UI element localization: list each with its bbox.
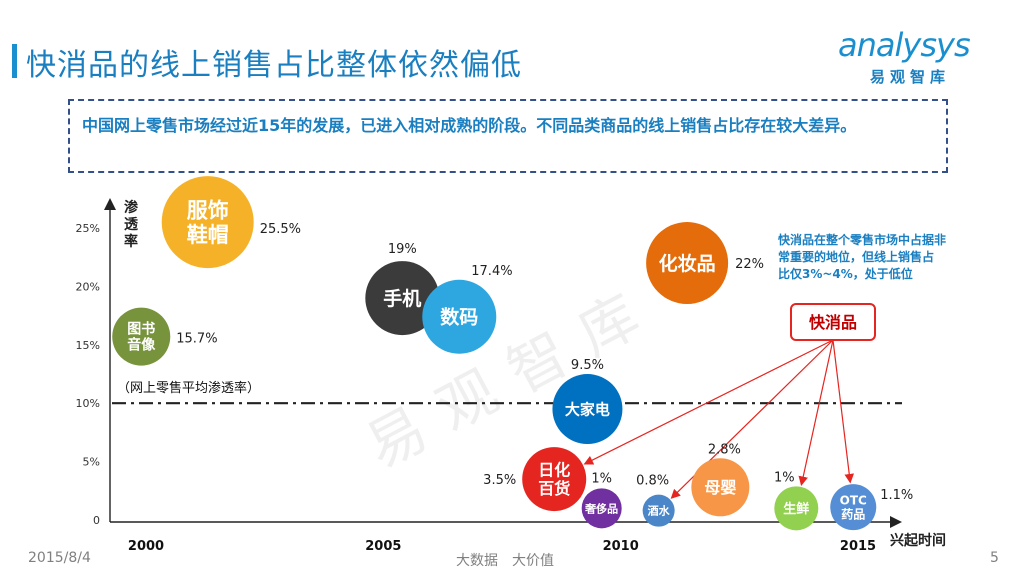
bubble-value-label: 3.5% [483, 473, 516, 488]
fmcg-arrow-OTC药品 [832, 339, 855, 484]
bubble-name: 大家电 [565, 400, 610, 418]
bubble-value-label: 1% [774, 470, 795, 485]
bubble-name: OTC [840, 494, 867, 508]
bubble-name: 酒水 [648, 504, 671, 518]
summary-box: 中国网上零售市场经过近15年的发展，已进入相对成熟的阶段。不同品类商品的线上销售… [68, 99, 948, 173]
bubble-name: 音像 [127, 337, 156, 354]
average-penetration-label: （网上零售平均渗透率） [117, 380, 260, 396]
bubble-circle [581, 488, 622, 529]
bubble-name: 百货 [538, 479, 570, 498]
logo-chinese-name: 易观智库 [870, 68, 951, 86]
footer-tagline: 大数据 大价值 [456, 553, 554, 569]
page-title: 快消品的线上销售占比整体依然偏低 [26, 48, 522, 83]
bubble-name: 药品 [841, 506, 865, 521]
logo-wordmark: analysys [838, 26, 971, 64]
bubble-name: 生鲜 [783, 501, 809, 517]
x-tick-label: 2000 [128, 539, 164, 554]
title-accent-bar [12, 44, 17, 78]
bubble-circle [422, 279, 497, 354]
x-axis-label: 兴起时间 [890, 532, 946, 549]
fmcg-callout-label: 快消品 [809, 313, 857, 332]
bubble-name: 图书 [127, 321, 155, 338]
fmcg-note-line: 快消品在整个零售市场中占据非 [778, 232, 946, 247]
bubble-circle [522, 447, 587, 512]
bubble-奢侈品: 奢侈品 1% [581, 471, 622, 529]
x-tick-label: 2010 [603, 539, 639, 554]
bubble-手机: 手机 19% [365, 242, 440, 336]
bubble-name: 母婴 [704, 478, 736, 497]
bubble-value-label: 1% [591, 471, 612, 486]
y-tick-label: 5% [83, 456, 100, 469]
bubble-value-label: 9.5% [571, 358, 604, 373]
y-tick-label: 10% [76, 397, 100, 410]
x-tick-label: 2015 [840, 539, 876, 554]
y-tick-label: 25% [76, 222, 100, 235]
fmcg-note-line: 比仅3%~4%，处于低位 [778, 266, 913, 281]
bubble-酒水: 酒水 0.8% [636, 474, 675, 527]
bubble-name: 日化 [538, 461, 570, 480]
bubble-value-label: 0.8% [636, 474, 669, 489]
bubble-value-label: 1.1% [880, 488, 913, 503]
y-axis-label: 渗透率 [124, 199, 139, 250]
footer-date: 2015/8/4 [28, 550, 91, 566]
bubble-数码: 数码 17.4% [422, 264, 513, 354]
bubble-circle [365, 261, 440, 336]
bubble-母婴: 母婴 2.8% [691, 442, 750, 517]
bubble-circle [646, 222, 729, 305]
fmcg-note-line: 常重要的地位，但线上销售占 [778, 249, 934, 264]
bubble-circle [691, 458, 750, 517]
bubble-name: 数码 [440, 306, 478, 329]
bubble-name: 化妆品 [659, 252, 716, 275]
bubble-circle [112, 307, 171, 366]
bubble-value-label: 25.5% [260, 222, 301, 237]
bubble-circle [830, 484, 877, 531]
bubble-value-label: 22% [735, 257, 764, 272]
bubble-name: 鞋帽 [187, 223, 229, 247]
fmcg-callout-box [790, 303, 876, 341]
fmcg-arrow-生鲜 [798, 339, 834, 487]
bubble-name: 奢侈品 [584, 501, 618, 515]
bubble-circle [161, 176, 254, 269]
x-axis-arrow [890, 516, 902, 528]
bubble-name: 手机 [383, 287, 421, 310]
bubble-circle [552, 374, 623, 445]
y-tick-label: 15% [76, 339, 100, 352]
y-axis-arrow [104, 198, 116, 210]
bubble-化妆品: 化妆品 22% [646, 222, 764, 305]
brand-logo: analysys 易观智库 [838, 26, 998, 88]
y-tick-label: 20% [76, 280, 100, 293]
fmcg-arrow-日化百货 [583, 339, 834, 465]
bubble-value-label: 17.4% [471, 264, 512, 279]
bubble-value-label: 2.8% [708, 442, 741, 457]
page-number: 5 [990, 550, 999, 566]
y-tick-label: 0 [93, 514, 100, 527]
x-tick-label: 2005 [365, 539, 401, 554]
bubble-value-label: 19% [388, 242, 417, 257]
bubble-value-label: 15.7% [176, 332, 217, 347]
bubble-circle [774, 486, 819, 531]
bubble-name: 服饰 [187, 199, 229, 223]
bubble-circle [642, 494, 675, 527]
bubble-大家电: 大家电 9.5% [552, 358, 623, 445]
bubble-生鲜: 生鲜 1% [774, 470, 819, 531]
